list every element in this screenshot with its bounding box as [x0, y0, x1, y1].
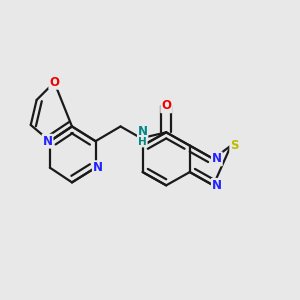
Text: N: N — [43, 135, 52, 148]
Text: N: N — [93, 161, 103, 174]
Text: O: O — [161, 99, 171, 112]
Text: O: O — [49, 76, 59, 89]
Text: N: N — [212, 179, 222, 192]
Text: N: N — [212, 152, 222, 165]
Text: N: N — [138, 125, 148, 138]
Text: H: H — [138, 137, 147, 147]
Text: S: S — [230, 139, 239, 152]
